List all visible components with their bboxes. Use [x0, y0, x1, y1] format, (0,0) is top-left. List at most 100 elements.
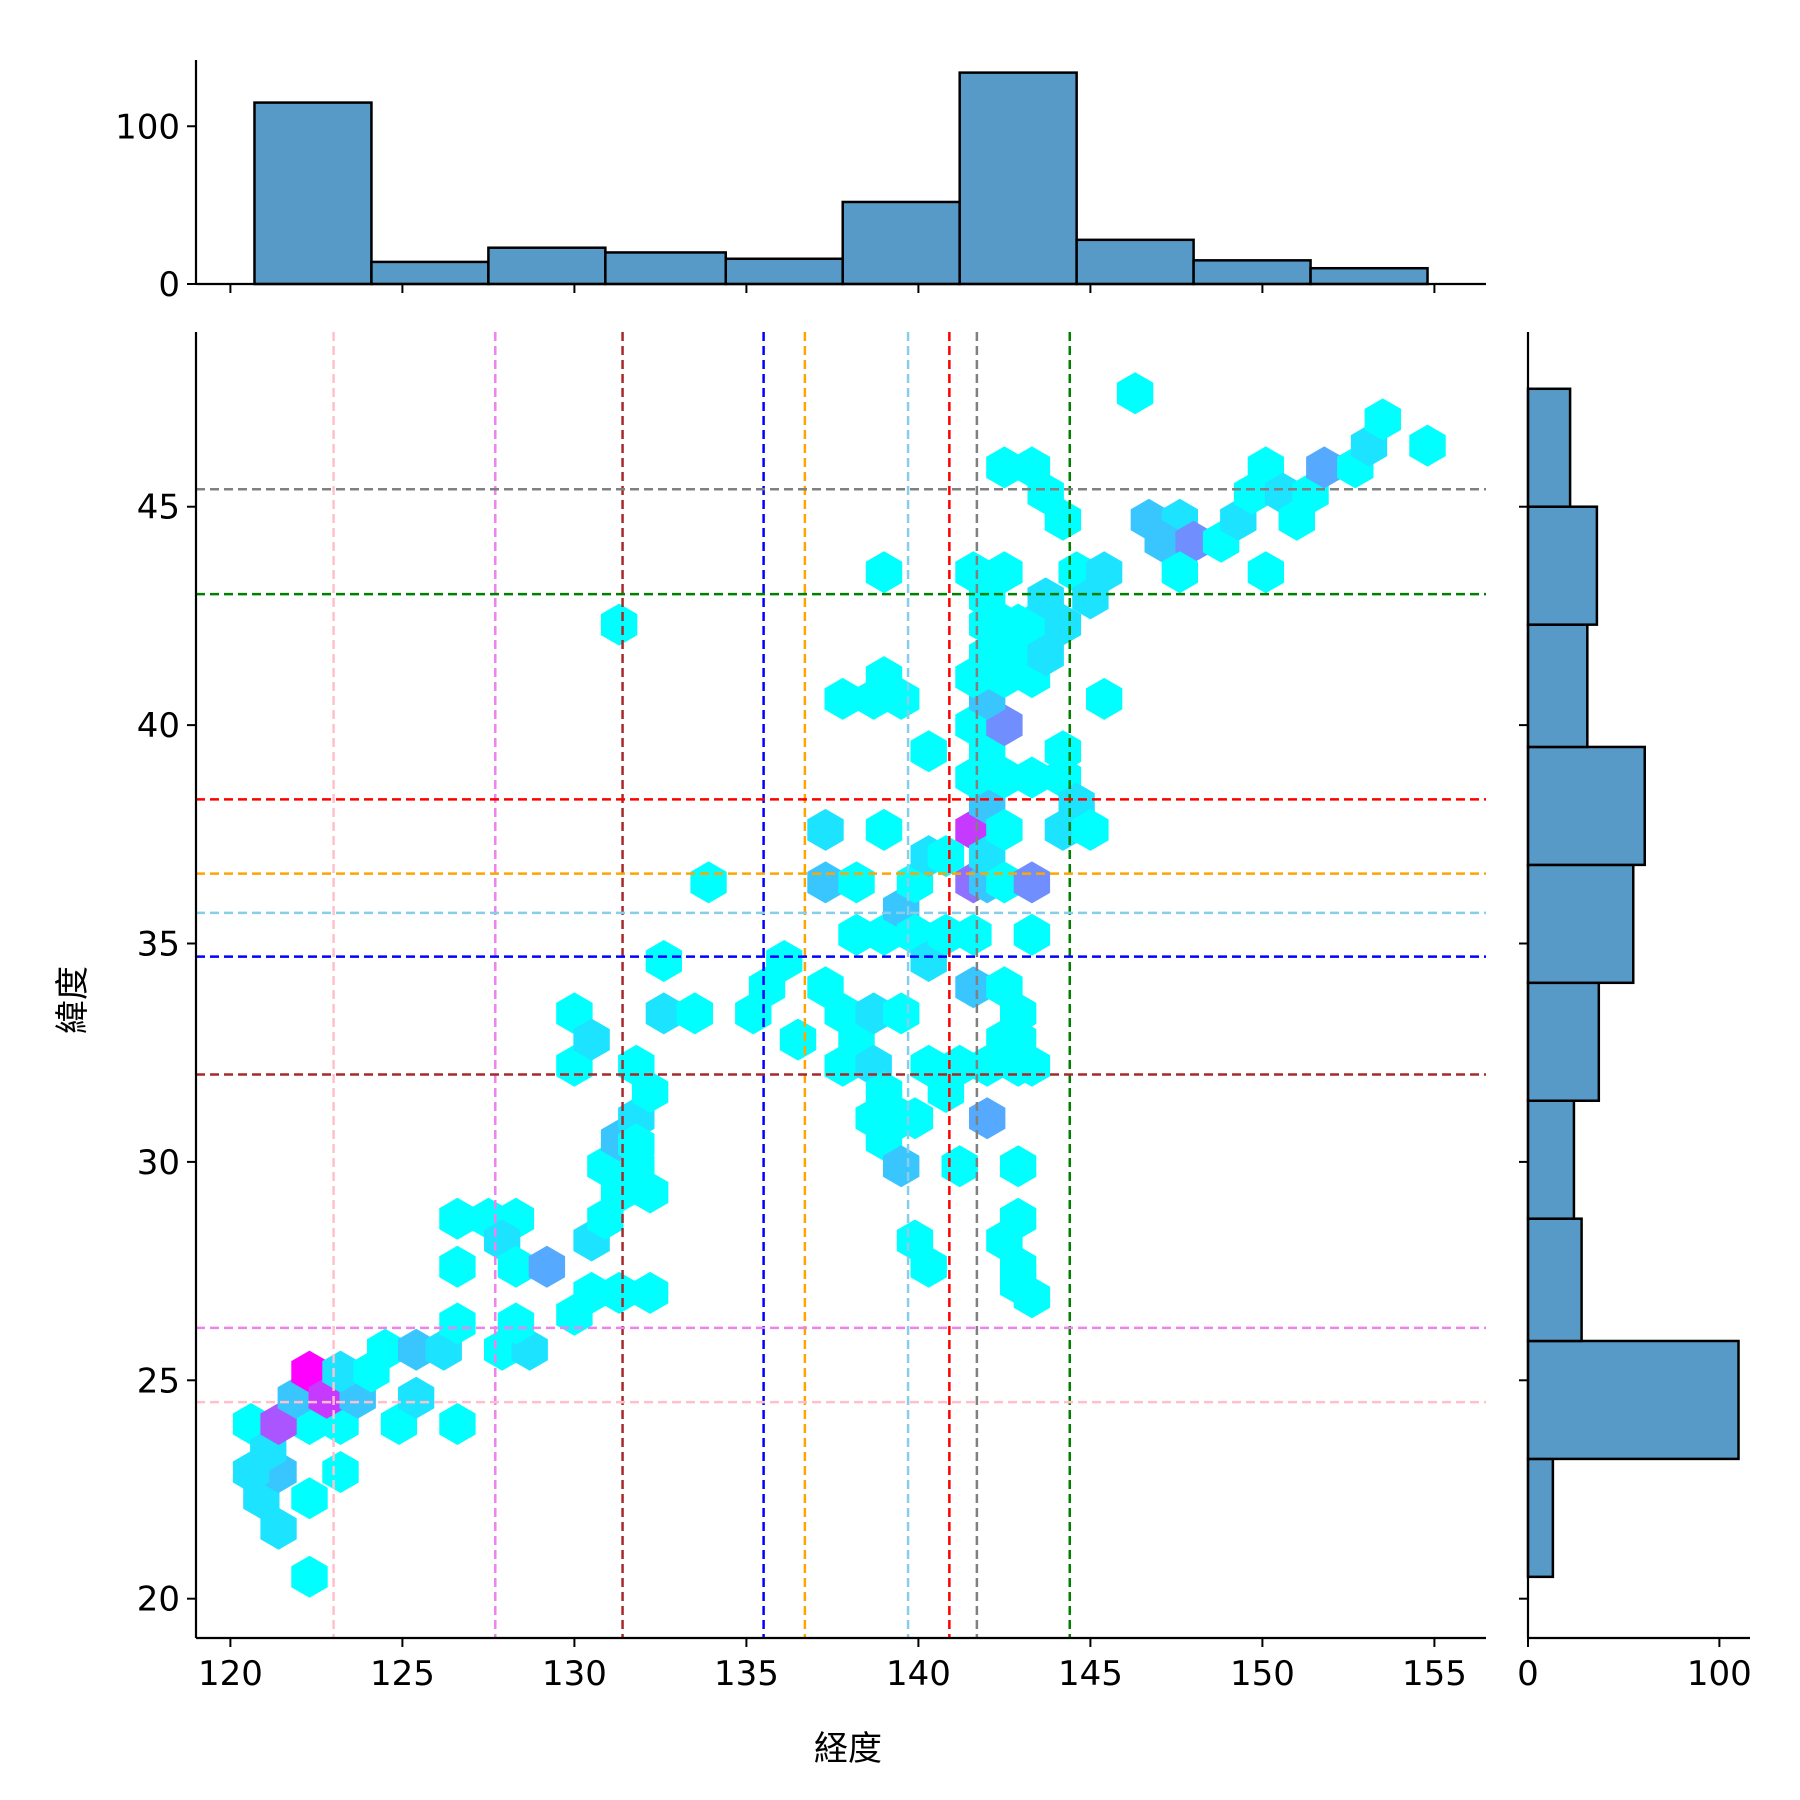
histogram-bar	[1075, 238, 1195, 286]
y-tick-label: 35	[137, 925, 180, 965]
y-tick-label: 20	[137, 1580, 180, 1620]
hexbin-cell	[439, 1302, 476, 1345]
hexbin-cell	[439, 1197, 476, 1240]
hexbin-cell	[322, 1451, 359, 1493]
hexbin-cell	[1027, 634, 1064, 677]
hexbin-cell	[766, 940, 803, 982]
x-tick-label: 125	[370, 1654, 435, 1694]
hexbin-layer	[232, 372, 1446, 1598]
hexbin-cell	[1044, 730, 1082, 773]
hexbin-cell	[986, 756, 1023, 799]
hexbin-cell	[645, 992, 682, 1035]
x-axis-label: 経度	[814, 1729, 882, 1769]
x-tick-label: 155	[1402, 1654, 1467, 1694]
hexbin-cell	[398, 1376, 435, 1419]
histogram-bar	[1192, 259, 1312, 286]
y-tick-label: 30	[137, 1143, 180, 1183]
hexbin-cell	[1116, 372, 1154, 415]
hexbin-cell	[573, 1018, 610, 1061]
hexbin-cell	[1000, 1145, 1037, 1188]
hexbin-cell	[986, 808, 1023, 851]
hexbin-cell	[676, 992, 713, 1035]
hexbin-cell	[955, 966, 992, 1009]
top-hist-y-tick-label: 100	[115, 107, 180, 147]
histogram-bar	[958, 71, 1078, 286]
hexbin-cell	[910, 1245, 947, 1288]
hexbin-cell	[1044, 603, 1082, 646]
hexbin-cell	[1044, 498, 1082, 541]
histogram-bar	[1526, 387, 1572, 508]
hexbin-cell	[439, 1245, 476, 1288]
hexbin-cell	[807, 808, 844, 851]
hexbin-cell	[955, 913, 992, 956]
hexbin-cell	[865, 551, 903, 594]
histogram-bar	[841, 200, 961, 286]
hexbin-cell	[1409, 424, 1446, 467]
histogram-bar	[724, 257, 844, 286]
hexbin-cell	[528, 1245, 566, 1288]
histogram-bar	[370, 260, 490, 286]
hexbin-cell	[927, 913, 965, 956]
hexbin-cell	[600, 1271, 638, 1314]
hexbin-cell	[1161, 551, 1198, 594]
hexbin-cell	[838, 861, 875, 904]
hexbin-cell	[1072, 808, 1109, 851]
histogram-bar	[1309, 266, 1429, 286]
x-tick-label: 140	[886, 1654, 951, 1694]
hexbin-cell	[1000, 1018, 1037, 1061]
hexbin-cell	[1086, 677, 1123, 720]
hexbin-cell	[291, 1555, 328, 1598]
hexbin-cell	[690, 861, 727, 904]
histogram-bar	[487, 246, 607, 286]
hexbin-cell	[883, 1145, 920, 1188]
hexbin-cell	[1306, 446, 1343, 489]
hexbin-cell	[497, 1302, 535, 1345]
hexbin-cell	[398, 1328, 435, 1371]
histogram-bar	[1526, 981, 1601, 1102]
histogram-bar	[1526, 1339, 1740, 1461]
hexbin-cell	[883, 992, 920, 1035]
hexbin-cell	[497, 1245, 535, 1288]
hexbin-cell	[1000, 1197, 1037, 1240]
top-histogram: 0 100	[115, 60, 1486, 305]
reference-lines	[196, 332, 1486, 1638]
hexbin-cell	[1013, 861, 1051, 904]
x-tick-label: 150	[1230, 1654, 1295, 1694]
hexbin-cell	[986, 446, 1023, 489]
hexbin-cell	[1247, 551, 1284, 594]
hexbin-cell	[573, 1271, 610, 1314]
hexbin-cell	[322, 1350, 359, 1393]
hexbin-cell	[1175, 520, 1212, 563]
x-tick-label: 130	[542, 1654, 607, 1694]
hexbin-cell	[838, 913, 875, 956]
histogram-bar	[253, 101, 373, 286]
hexbin-cell	[1000, 1263, 1037, 1306]
hexbin-cell	[986, 551, 1023, 594]
hexbin-cell	[969, 1097, 1006, 1140]
hexbin-cell	[855, 992, 892, 1035]
hexbin-cell	[955, 551, 992, 594]
hexbin-cell	[927, 835, 965, 878]
hexbin-cell	[260, 1507, 297, 1550]
hexbin-cell	[1144, 520, 1181, 563]
histogram-bar	[1526, 1217, 1583, 1343]
hexbin-cell	[645, 940, 682, 982]
histogram-bar	[1526, 505, 1599, 626]
hexbin-cell	[618, 1123, 655, 1166]
histogram-bar	[1526, 623, 1589, 749]
hexbin-cell	[865, 1071, 903, 1113]
histogram-bar	[1526, 1099, 1576, 1220]
histogram-bar	[1526, 1457, 1555, 1579]
hexbin-cell	[1364, 398, 1401, 441]
top-hist-y-tick-label: 0	[158, 265, 180, 305]
hexbin-cell	[618, 1044, 655, 1087]
hexbin-cell	[910, 730, 947, 773]
hexbin-cell	[1072, 577, 1109, 620]
y-axis-label: 緯度	[53, 966, 93, 1034]
hexbin-cell	[600, 603, 638, 646]
axes: 120 125 130 135 140 145 150 155 20 25 30 35 40 45	[137, 332, 1486, 1694]
hexbin-cell	[439, 1403, 476, 1445]
hexbin-cell	[631, 1271, 669, 1314]
y-tick-label: 45	[137, 488, 180, 528]
